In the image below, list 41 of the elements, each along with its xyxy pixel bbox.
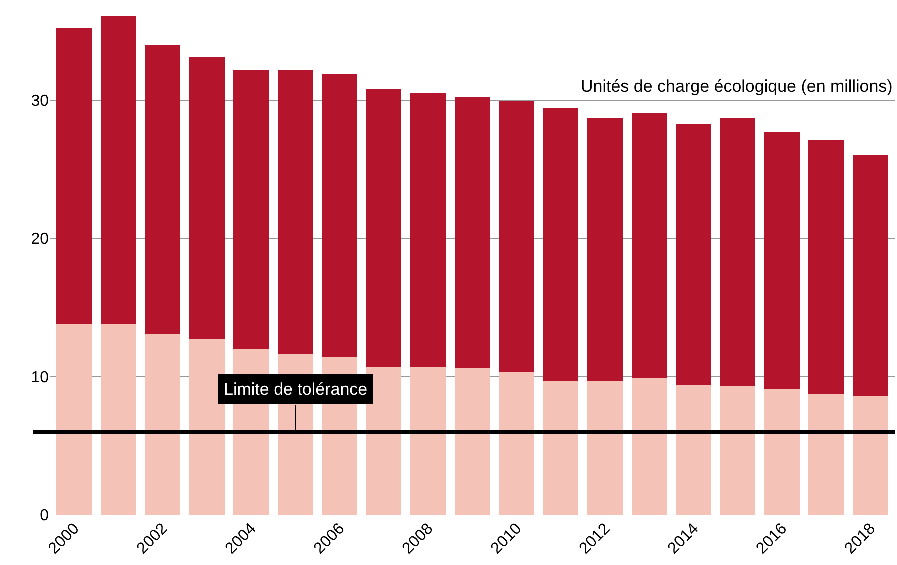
bar <box>543 108 579 381</box>
bar <box>499 372 534 515</box>
bar <box>764 389 800 515</box>
bar <box>588 380 623 515</box>
bar <box>100 324 136 515</box>
y-tick-label: 0 <box>40 508 50 525</box>
y-axis-title: Unités de charge écologique (en millions) <box>581 77 893 96</box>
y-tick-label: 10 <box>31 369 50 386</box>
bar <box>720 386 756 515</box>
bar <box>454 98 490 368</box>
bar <box>366 367 402 515</box>
bar <box>366 89 402 368</box>
bar <box>720 118 756 386</box>
bar <box>852 396 888 515</box>
bar <box>588 118 623 381</box>
bar <box>499 102 534 373</box>
bar <box>852 156 888 396</box>
bar <box>410 93 446 368</box>
bar <box>145 334 181 515</box>
bar <box>145 45 181 334</box>
bar <box>632 378 668 515</box>
bar <box>454 368 490 515</box>
bar <box>676 385 712 515</box>
y-tick-label: 20 <box>31 231 50 248</box>
y-tick-label: 30 <box>31 92 50 110</box>
bar <box>543 380 579 515</box>
bar <box>632 112 668 378</box>
bar <box>808 394 844 515</box>
bar <box>189 57 225 340</box>
bar <box>56 28 92 324</box>
bar <box>189 339 225 515</box>
bar <box>234 70 269 350</box>
bar <box>278 70 314 355</box>
ref-line-label: Limite de tolérance <box>224 380 368 399</box>
bar <box>808 140 844 395</box>
bar <box>56 324 92 515</box>
bar <box>410 367 446 515</box>
bar <box>100 16 136 324</box>
bar <box>322 74 358 358</box>
bar <box>676 124 712 386</box>
bar <box>764 132 800 390</box>
